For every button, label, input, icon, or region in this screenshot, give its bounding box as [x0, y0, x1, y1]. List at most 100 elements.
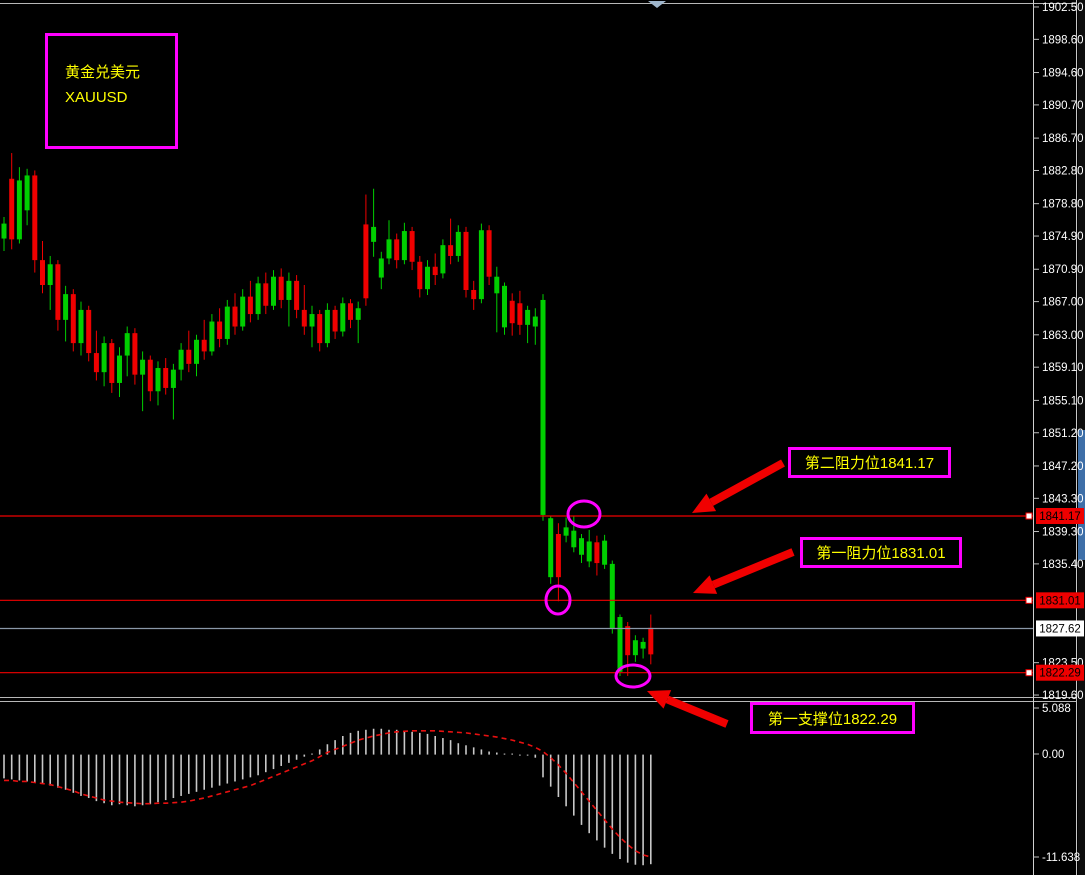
candle — [194, 339, 199, 364]
price-tag-text: 1831.01 — [1039, 595, 1081, 607]
candle — [602, 540, 608, 565]
annotation-support1-box[interactable]: 第一支撑位1822.29 — [750, 702, 915, 734]
candle — [394, 239, 400, 261]
candle — [209, 321, 215, 352]
candle — [40, 260, 45, 286]
candle — [509, 300, 515, 324]
annotation-resistance1-text: 第一阻力位1831.01 — [816, 545, 946, 562]
pointer-arrow-shaft[interactable] — [709, 459, 785, 506]
hline-handle[interactable] — [1025, 512, 1033, 520]
highlight-ellipse[interactable] — [544, 584, 572, 616]
candle — [155, 368, 161, 392]
right-scrollbar — [1078, 0, 1085, 875]
candle — [63, 294, 69, 320]
price-tag-text: 1841.17 — [1039, 511, 1081, 523]
candle — [32, 175, 38, 261]
candle — [532, 316, 538, 327]
candle — [186, 349, 192, 364]
price-tick-label: 1886.70 — [1042, 133, 1084, 145]
candle — [93, 353, 99, 373]
candle — [132, 333, 138, 375]
hline-handle[interactable] — [1025, 669, 1033, 677]
candle — [525, 309, 531, 325]
symbol-label-box[interactable]: 黄金兑美元 XAUUSD — [45, 33, 178, 149]
candle — [1, 223, 7, 239]
price-tag-resistance2 — [1036, 508, 1084, 524]
candle — [455, 231, 461, 256]
candle — [271, 276, 276, 306]
annotation-resistance1-box[interactable]: 第一阻力位1831.01 — [800, 537, 962, 568]
candle — [617, 617, 623, 672]
candle — [409, 231, 415, 262]
candle — [217, 321, 223, 339]
annotation-resistance2-text: 第二阻力位1841.17 — [804, 455, 935, 472]
candle — [340, 303, 346, 332]
scroll-marker-icon[interactable] — [648, 1, 666, 8]
annotation-support1-text: 第一支撑位1822.29 — [767, 710, 898, 728]
candle — [386, 239, 392, 259]
candle — [348, 303, 353, 320]
candle — [355, 308, 361, 320]
price-tick-label: 1863.00 — [1042, 330, 1084, 342]
price-tick-label: 1819.60 — [1042, 690, 1084, 702]
price-tags: 1841.17 1831.01 1827.62 1822.29 — [1036, 508, 1084, 681]
candle — [486, 230, 492, 277]
candle — [548, 518, 554, 578]
candle — [255, 283, 261, 315]
highlight-ellipse[interactable] — [566, 499, 602, 529]
sr-lines-layer — [0, 512, 1033, 677]
candle — [240, 296, 246, 327]
candle — [178, 349, 184, 370]
candle — [78, 309, 84, 344]
candle — [163, 368, 169, 388]
candle — [232, 306, 238, 327]
price-tag-support1 — [1036, 664, 1084, 681]
candle — [124, 333, 130, 356]
candle — [401, 231, 407, 261]
scrollbar-thumb[interactable] — [1078, 430, 1085, 560]
price-tick-label: 1839.30 — [1042, 527, 1084, 539]
price-tick-label: 1890.70 — [1042, 100, 1084, 112]
candle — [440, 245, 446, 274]
pointer-arrow-shaft[interactable] — [665, 695, 729, 728]
hline-handle[interactable] — [1025, 596, 1033, 604]
candle — [24, 175, 30, 211]
annotation-resistance2-box[interactable]: 第二阻力位1841.17 — [788, 447, 951, 478]
candle — [47, 264, 53, 286]
price-tick-label: 1859.10 — [1042, 362, 1084, 374]
candle — [540, 299, 546, 515]
price-tick-label: 1843.30 — [1042, 493, 1084, 505]
pointer-arrow-shaft[interactable] — [711, 548, 795, 589]
candle — [201, 339, 207, 352]
candle — [579, 538, 584, 555]
candle — [640, 641, 646, 649]
candle — [632, 640, 638, 656]
candle — [648, 627, 654, 655]
price-tick-label: 1851.20 — [1042, 428, 1084, 440]
candle — [371, 226, 377, 242]
candle — [463, 231, 469, 290]
candle — [417, 261, 423, 290]
candles-layer — [1, 153, 654, 676]
candle — [9, 178, 15, 240]
candle — [170, 369, 176, 388]
symbol-ticker: XAUUSD — [65, 89, 128, 106]
candle — [563, 527, 569, 536]
candle — [324, 309, 330, 344]
candle — [517, 303, 523, 325]
candle — [263, 283, 269, 306]
candle — [109, 343, 115, 383]
indicator-tick-label: -11.638 — [1042, 852, 1080, 864]
candle — [16, 180, 22, 240]
price-tag-bid — [1036, 620, 1084, 637]
price-tick-label: 1902.50 — [1042, 2, 1084, 14]
highlight-ellipse[interactable] — [614, 663, 652, 689]
pointer-arrow-head — [647, 690, 672, 709]
candle — [224, 306, 230, 339]
indicator-panel — [3, 728, 652, 866]
candle — [478, 230, 484, 300]
indicator-tick-label: 5.088 — [1042, 703, 1071, 715]
